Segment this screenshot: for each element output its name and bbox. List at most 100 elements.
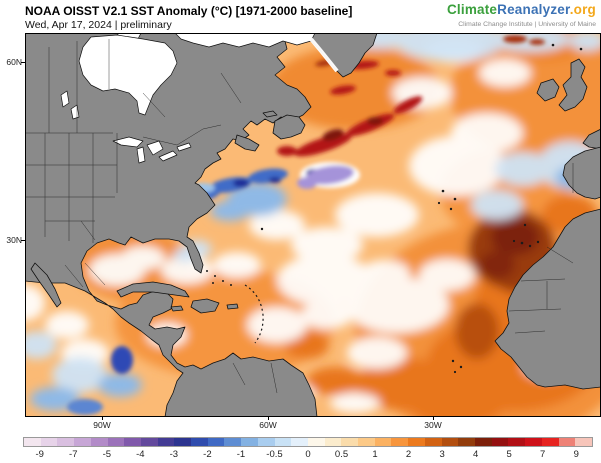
colorbar-segment: [558, 438, 576, 446]
colorbar-tick: -0.5: [266, 449, 283, 460]
bahamas-dots: [206, 270, 232, 286]
land-ireland: [536, 78, 560, 102]
land-cuba: [116, 281, 190, 298]
colorbar-tick: 0: [305, 449, 311, 460]
colorbar-segment: [474, 438, 492, 446]
colorbar-segment: [140, 438, 158, 446]
brand-block[interactable]: ClimateReanalyzer.org Climate Change Ins…: [447, 2, 596, 32]
lake-erie: [158, 150, 178, 162]
colorbar-segment: [491, 438, 509, 446]
colorbar-segment: [274, 438, 292, 446]
lat-label-60n: 60N: [6, 57, 22, 67]
lon-label-90w: 90W: [93, 420, 111, 430]
colorbar-segment: [575, 438, 592, 446]
colorbar-tick: -7: [69, 449, 78, 460]
colorbar-segment: [391, 438, 409, 446]
colorbar-segment: [508, 438, 526, 446]
colorbar-segment: [358, 438, 375, 446]
lat-tick-30n: [21, 240, 25, 241]
lake-ontario: [176, 142, 192, 152]
colorbar-segment: [207, 438, 225, 446]
land-iberia: [562, 146, 601, 200]
colorbar-segment: [24, 438, 41, 446]
land-jamaica: [170, 305, 184, 312]
brand-tagline: Climate Change Institute | University of…: [458, 21, 596, 28]
land-africa: [494, 208, 601, 390]
land-baja: [30, 262, 62, 308]
land-hispaniola: [190, 298, 220, 314]
colorbar-tick: -3: [169, 449, 179, 460]
land-puerto-rico: [226, 303, 239, 310]
colorbar-segment: [191, 438, 208, 446]
political-borders: [25, 39, 574, 394]
colorbar-segment: [174, 438, 192, 446]
colorbar-tick: 5: [506, 449, 512, 460]
lesser-antilles-arc: [244, 284, 264, 344]
colorbar-segment: [374, 438, 392, 446]
colorbar-segment: [157, 438, 175, 446]
colorbar-segment: [424, 438, 442, 446]
colorbar-tick: 4: [472, 449, 479, 460]
greenland-ice-fringe: [309, 37, 339, 73]
lake-huron: [146, 140, 164, 156]
colorbar-segment: [525, 438, 542, 446]
lon-tick-60w: [268, 417, 269, 420]
lake-michigan: [136, 146, 146, 164]
lake-winnipeg: [60, 90, 70, 108]
colorbar-segment: [307, 438, 325, 446]
lon-label-60w: 60W: [259, 420, 277, 430]
land-nova-scotia: [234, 134, 260, 152]
colorbar-tick-labels: -9 -7 -5 -4 -3 -2 -1 -0.5 0 0.5 1 2 3 4 5 7 9: [23, 449, 593, 461]
colorbar-segment: [241, 438, 258, 446]
lon-tick-90w: [102, 417, 103, 420]
colorbar-tick: 9: [573, 449, 579, 460]
lat-label-30n: 30N: [6, 235, 22, 245]
colorbar-tick: -1: [236, 449, 246, 460]
land-anticosti: [262, 110, 278, 118]
brand-org[interactable]: .org: [569, 2, 596, 17]
lon-tick-30w: [433, 417, 434, 420]
colorbar-segment: [291, 438, 308, 446]
land-newfoundland: [272, 114, 306, 140]
brand-reanalyzer[interactable]: Reanalyzer: [497, 2, 570, 17]
ice-areas: [60, 33, 316, 164]
colorbar-segment: [324, 438, 342, 446]
colorbar-tick: -9: [35, 449, 44, 460]
land-americas: [25, 33, 318, 417]
colorbar-segment: [224, 438, 242, 446]
colorbar-segment: [257, 438, 275, 446]
brand-climate[interactable]: Climate: [446, 2, 498, 17]
map-canvas: [25, 33, 601, 417]
lon-label-30w: 30W: [424, 420, 442, 430]
colorbar-tick: -4: [136, 449, 145, 460]
colorbar-segment: [90, 438, 108, 446]
lake-superior: [112, 136, 144, 148]
colorbar-segment: [458, 438, 475, 446]
colorbar-tick: 7: [540, 449, 546, 460]
colorbar-segment: [40, 438, 58, 446]
colorbar-tick: -2: [203, 449, 212, 460]
colorbar-segment: [107, 438, 125, 446]
land-france: [582, 128, 601, 150]
page-title: NOAA OISST V2.1 SST Anomaly (°C) [1971-2…: [25, 4, 353, 18]
anomaly-colorbar: [23, 437, 593, 447]
colorbar-tick: -5: [102, 449, 112, 460]
island-dots: [260, 43, 583, 374]
colorbar-segment: [341, 438, 359, 446]
colorbar-tick: 2: [405, 449, 412, 460]
colorbar-tick: 1: [372, 449, 378, 460]
date-subtitle: Wed, Apr 17, 2024 | preliminary: [25, 19, 172, 31]
colorbar-tick: 3: [439, 449, 445, 460]
lat-tick-60n: [21, 62, 25, 63]
colorbar-segment: [441, 438, 459, 446]
colorbar-tick: 0.5: [334, 449, 349, 460]
sst-anomaly-map: [25, 33, 601, 417]
brand-wordmark[interactable]: ClimateReanalyzer.org: [447, 2, 596, 17]
hudson-bay: [78, 34, 178, 116]
colorbar-segment: [408, 438, 425, 446]
colorbar-segment: [74, 438, 91, 446]
land-great-britain: [558, 58, 588, 112]
colorbar-segment: [57, 438, 75, 446]
colorbar-segment: [124, 438, 141, 446]
